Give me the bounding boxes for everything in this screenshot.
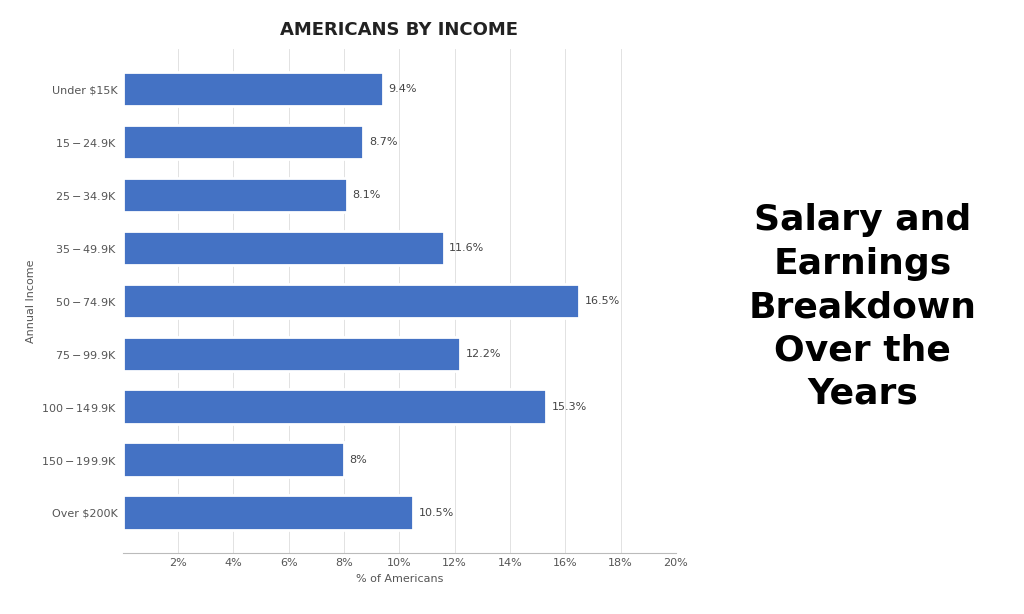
X-axis label: % of Americans: % of Americans — [355, 573, 443, 584]
Bar — [123, 231, 443, 265]
Text: 16.5%: 16.5% — [585, 296, 620, 306]
Bar — [123, 125, 364, 159]
Text: 9.4%: 9.4% — [388, 84, 417, 94]
Y-axis label: Annual Income: Annual Income — [26, 259, 36, 343]
Text: 11.6%: 11.6% — [450, 243, 484, 253]
Text: Salary and
Earnings
Breakdown
Over the
Years: Salary and Earnings Breakdown Over the Y… — [749, 203, 977, 411]
Bar — [123, 389, 546, 424]
Bar — [123, 72, 383, 106]
Text: 8%: 8% — [349, 454, 368, 465]
Text: 10.5%: 10.5% — [419, 508, 454, 518]
Bar — [123, 443, 344, 477]
Bar — [123, 495, 414, 530]
Text: 8.1%: 8.1% — [352, 190, 381, 200]
Bar — [123, 178, 347, 212]
Text: 8.7%: 8.7% — [369, 137, 397, 147]
Title: AMERICANS BY INCOME: AMERICANS BY INCOME — [281, 21, 518, 39]
Bar — [123, 284, 580, 318]
Text: 12.2%: 12.2% — [466, 349, 501, 359]
Bar — [123, 336, 460, 371]
Text: 15.3%: 15.3% — [551, 402, 587, 412]
